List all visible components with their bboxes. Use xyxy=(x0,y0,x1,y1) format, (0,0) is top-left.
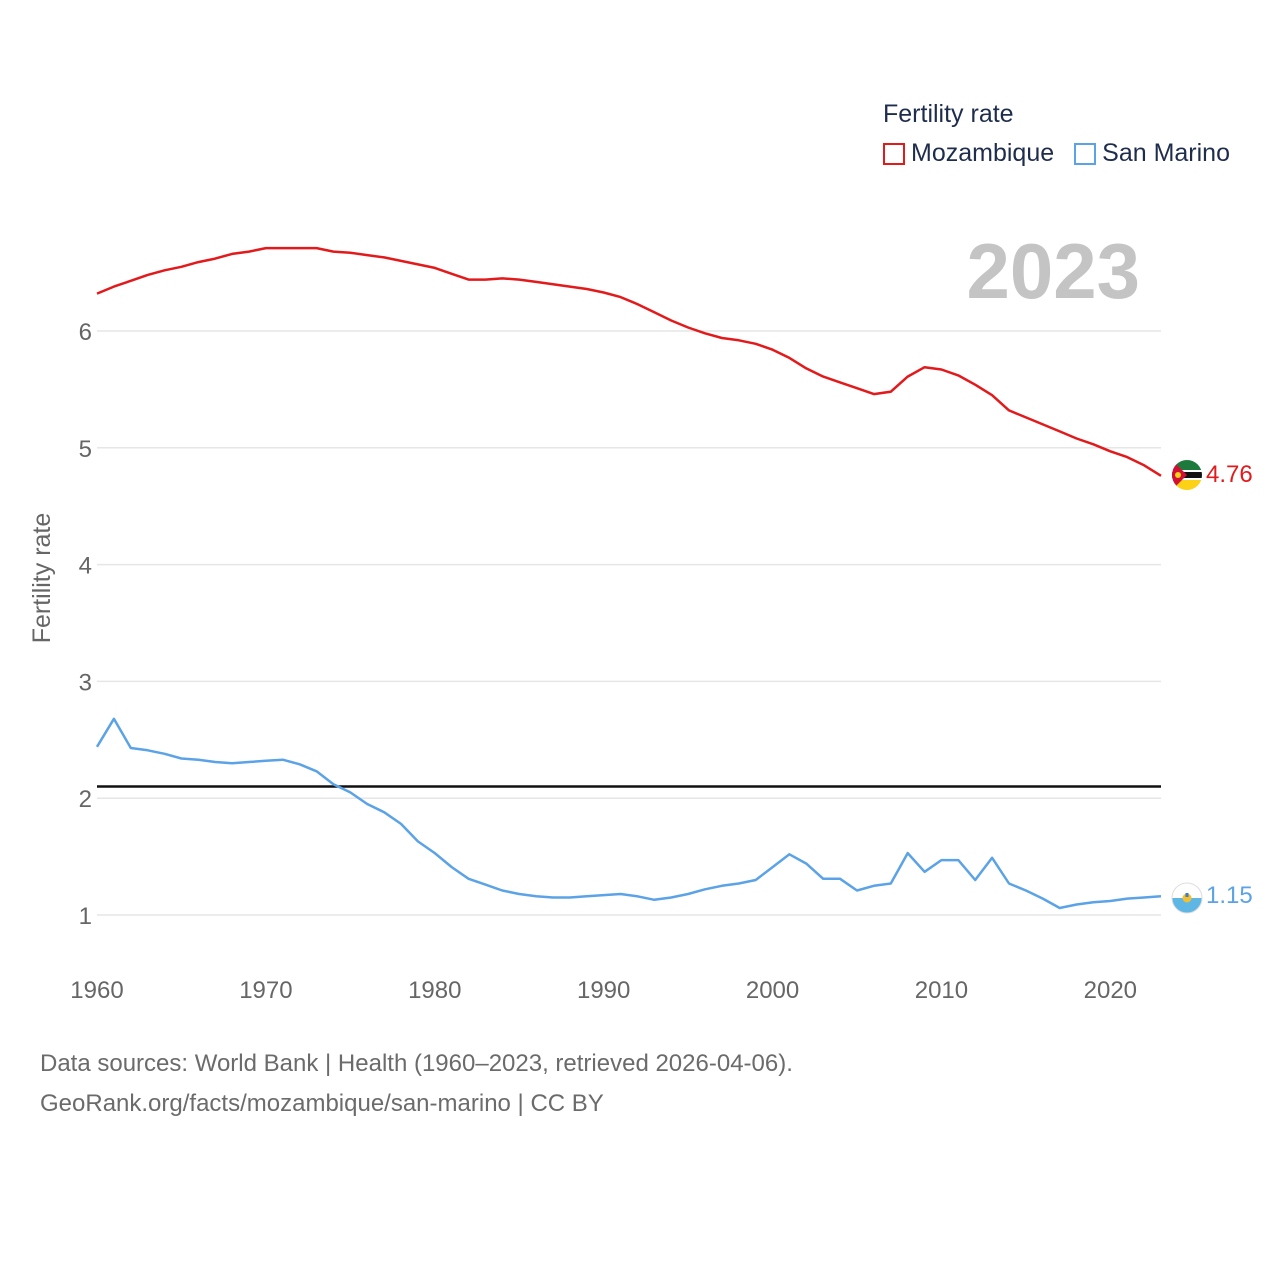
legend-item-san-marino[interactable]: San Marino xyxy=(1074,139,1230,168)
y-tick-label: 4 xyxy=(79,553,92,580)
mozambique-flag-icon xyxy=(1172,460,1202,490)
legend-item-mozambique[interactable]: Mozambique xyxy=(883,139,1054,168)
y-axis-label: Fertility rate xyxy=(28,513,56,644)
y-tick-label: 6 xyxy=(79,319,92,346)
mozambique-end-label: 4.76 xyxy=(1206,461,1253,488)
x-tick-labels: 1960 1970 1980 1990 2000 2010 2020 xyxy=(70,977,1137,1004)
legend-label-san-marino: San Marino xyxy=(1102,139,1230,167)
legend: Fertility rate Mozambique San Marino xyxy=(883,100,1230,168)
legend-swatch-mozambique xyxy=(883,142,905,165)
x-tick-label: 1960 xyxy=(70,977,123,1004)
san-marino-end-label: 1.15 xyxy=(1206,882,1253,909)
legend-swatch-san-marino xyxy=(1074,142,1097,165)
x-tick-label: 2000 xyxy=(746,977,799,1004)
year-label: 2023 xyxy=(966,227,1140,315)
series-line-san-marino[interactable] xyxy=(95,717,1162,910)
y-tick-label: 3 xyxy=(79,669,92,696)
grid-lines xyxy=(97,330,1161,916)
x-tick-label: 1990 xyxy=(577,977,630,1004)
y-tick-labels: 1 2 3 4 5 6 xyxy=(79,319,92,930)
x-tick-label: 1970 xyxy=(239,977,292,1004)
series-line-mozambique[interactable] xyxy=(96,246,1162,477)
x-tick-label: 2010 xyxy=(915,977,968,1004)
x-tick-label: 2020 xyxy=(1084,977,1137,1004)
footer-sources: Data sources: World Bank | Health (1960–… xyxy=(40,1050,793,1077)
series-lines xyxy=(95,246,1162,910)
legend-title: Fertility rate xyxy=(883,100,1014,128)
y-tick-label: 1 xyxy=(79,903,92,930)
y-tick-label: 2 xyxy=(79,786,92,813)
footer-attribution: GeoRank.org/facts/mozambique/san-marino … xyxy=(40,1090,604,1117)
y-tick-label: 5 xyxy=(79,436,92,463)
footer: Data sources: World Bank | Health (1960–… xyxy=(40,1044,793,1124)
san-marino-flag-icon xyxy=(1171,882,1203,914)
legend-label-mozambique: Mozambique xyxy=(911,139,1055,167)
x-tick-label: 1980 xyxy=(408,977,461,1004)
